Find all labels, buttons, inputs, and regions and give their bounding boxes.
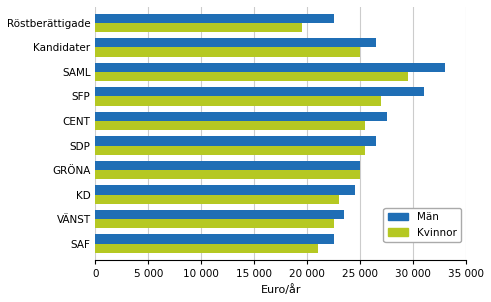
Bar — [95, 72, 408, 81]
Bar — [95, 146, 365, 155]
Bar — [95, 234, 334, 244]
Bar — [95, 47, 360, 57]
Bar — [95, 63, 445, 72]
Bar — [95, 170, 360, 179]
Bar — [95, 96, 382, 106]
Bar — [95, 23, 302, 32]
Bar — [95, 185, 355, 194]
Bar — [95, 210, 344, 219]
X-axis label: Euro/år: Euro/år — [261, 284, 301, 295]
Bar — [95, 219, 334, 228]
Bar — [95, 112, 386, 121]
Bar — [95, 87, 424, 96]
Bar — [95, 14, 334, 23]
Bar — [95, 161, 360, 170]
Bar — [95, 121, 365, 130]
Bar — [95, 244, 318, 253]
Bar — [95, 194, 339, 204]
Bar — [95, 38, 376, 47]
Bar — [95, 136, 376, 146]
Legend: Män, Kvinnor: Män, Kvinnor — [383, 208, 461, 242]
